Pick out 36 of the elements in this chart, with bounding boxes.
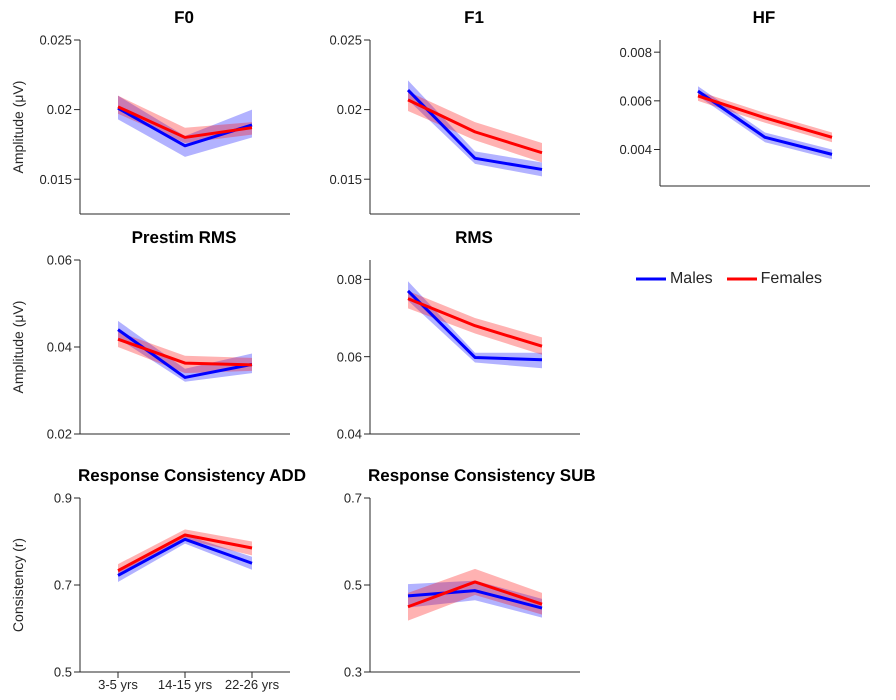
y-tick-label: 0.7 [344, 490, 362, 506]
y-tick-label: 0.006 [619, 93, 652, 108]
x-tick-label: 22-26 yrs [224, 677, 280, 692]
y-tick-label: 0.5 [54, 664, 72, 680]
y-tick-label: 0.015 [329, 172, 362, 187]
y-tick-label: 0.02 [46, 426, 72, 442]
y-tick-label: 0.06 [46, 252, 72, 268]
chart-title: F0 [173, 8, 195, 28]
y-axis-title: Consistency (r) [10, 538, 26, 632]
y-tick-label: 0.02 [336, 102, 362, 118]
chart-title: RMS [454, 228, 494, 248]
y-tick-label: 0.004 [619, 142, 652, 158]
chart-title: Response Consistency ADD [78, 466, 306, 486]
legend-label: Females [760, 270, 822, 288]
y-axis-title: Amplitude (μV) [10, 80, 26, 174]
x-tick-label: 14-15 yrs [158, 677, 213, 692]
x-tick-label: 3-5 yrs [98, 677, 138, 692]
y-tick-label: 0.08 [336, 272, 362, 287]
y-axis-title: Amplitude (μV) [10, 300, 26, 394]
chart-title: F1 [463, 8, 485, 28]
chart-title: Prestim RMS [130, 228, 238, 248]
y-tick-label: 0.3 [344, 664, 362, 680]
y-tick-label: 0.025 [329, 32, 362, 48]
y-tick-label: 0.02 [46, 102, 72, 118]
y-tick-label: 0.015 [39, 172, 72, 187]
y-tick-label: 0.04 [46, 340, 72, 355]
chart-title: HF [752, 8, 776, 28]
y-tick-label: 0.5 [344, 578, 362, 593]
legend-label: Males [670, 270, 713, 288]
y-tick-label: 0.025 [39, 32, 72, 48]
y-tick-label: 0.04 [336, 426, 362, 442]
y-tick-label: 0.06 [336, 349, 362, 364]
y-tick-label: 0.008 [619, 44, 652, 60]
y-tick-label: 0.7 [54, 578, 72, 593]
chart-title: Response Consistency SUB [368, 466, 596, 486]
y-tick-label: 0.9 [54, 490, 72, 506]
